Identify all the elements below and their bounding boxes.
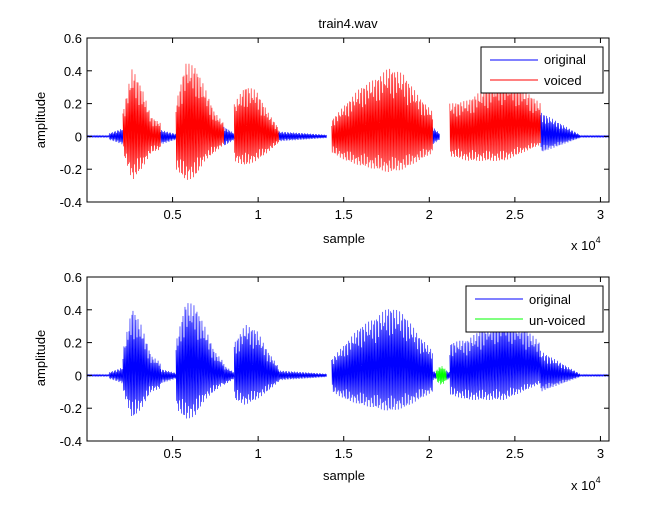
plot-top-legend-label-voiced: voiced [544,73,582,88]
plot-bottom-ytick-label: -0.4 [60,434,82,449]
plot-bottom-ytick-label: 0 [75,368,82,383]
plot-top-title: train4.wav [318,16,378,31]
plot-bottom-legend: original un-voiced [466,286,603,332]
plot-top-ytick-label: 0.6 [64,31,82,46]
plot-top-xtick-label: 0.5 [164,207,182,222]
plot-bottom-xtick-label: 1.5 [335,446,353,461]
plot-bottom-xtick-label: 1 [255,446,262,461]
plot-bottom-xlabel: sample [323,468,365,483]
plot-bottom-xtick-label: 0.5 [164,446,182,461]
plot-top-x-exponent-base: x 10 [571,238,596,253]
plot-bottom-x-exponent-base: x 10 [571,478,596,493]
plot-top-legend: original voiced [481,47,603,93]
plot-bottom-ytick-label: 0.2 [64,336,82,351]
plot-top-xlabel: sample [323,231,365,246]
plot-top-ytick-label: -0.4 [60,195,82,210]
plot-bottom-xtick-label: 2 [426,446,433,461]
plot-top-ytick-label: 0 [75,129,82,144]
plot-bottom-xtick-label: 2.5 [506,446,524,461]
plot-top-ytick-label: -0.2 [60,162,82,177]
plot-top-legend-label-original: original [544,52,586,67]
plot-bottom-ytick-label: 0.4 [64,303,82,318]
plot-top-ytick-label: 0.2 [64,97,82,112]
plot-bottom-legend-label-original: original [529,292,571,307]
plot-top-xtick-label: 2 [426,207,433,222]
plot-top-x-exponent-power: 4 [596,235,601,245]
plot-top-ylabel: amplitude [33,92,48,148]
plot-bottom-legend-label-unvoiced: un-voiced [529,313,585,328]
plot-top-xtick-label: 2.5 [506,207,524,222]
plot-bottom-ytick-label: -0.2 [60,401,82,416]
plot-bottom-xtick-label: 3 [597,446,604,461]
plot-top-xtick-label: 3 [597,207,604,222]
plot-top-xtick-label: 1 [255,207,262,222]
plot-bottom-x-exponent-power: 4 [596,475,601,485]
plot-bottom-ylabel: amplitude [33,330,48,386]
plot-bottom-ytick-label: 0.6 [64,270,82,285]
plot-top-xtick-label: 1.5 [335,207,353,222]
plot-top-ytick-label: 0.4 [64,64,82,79]
